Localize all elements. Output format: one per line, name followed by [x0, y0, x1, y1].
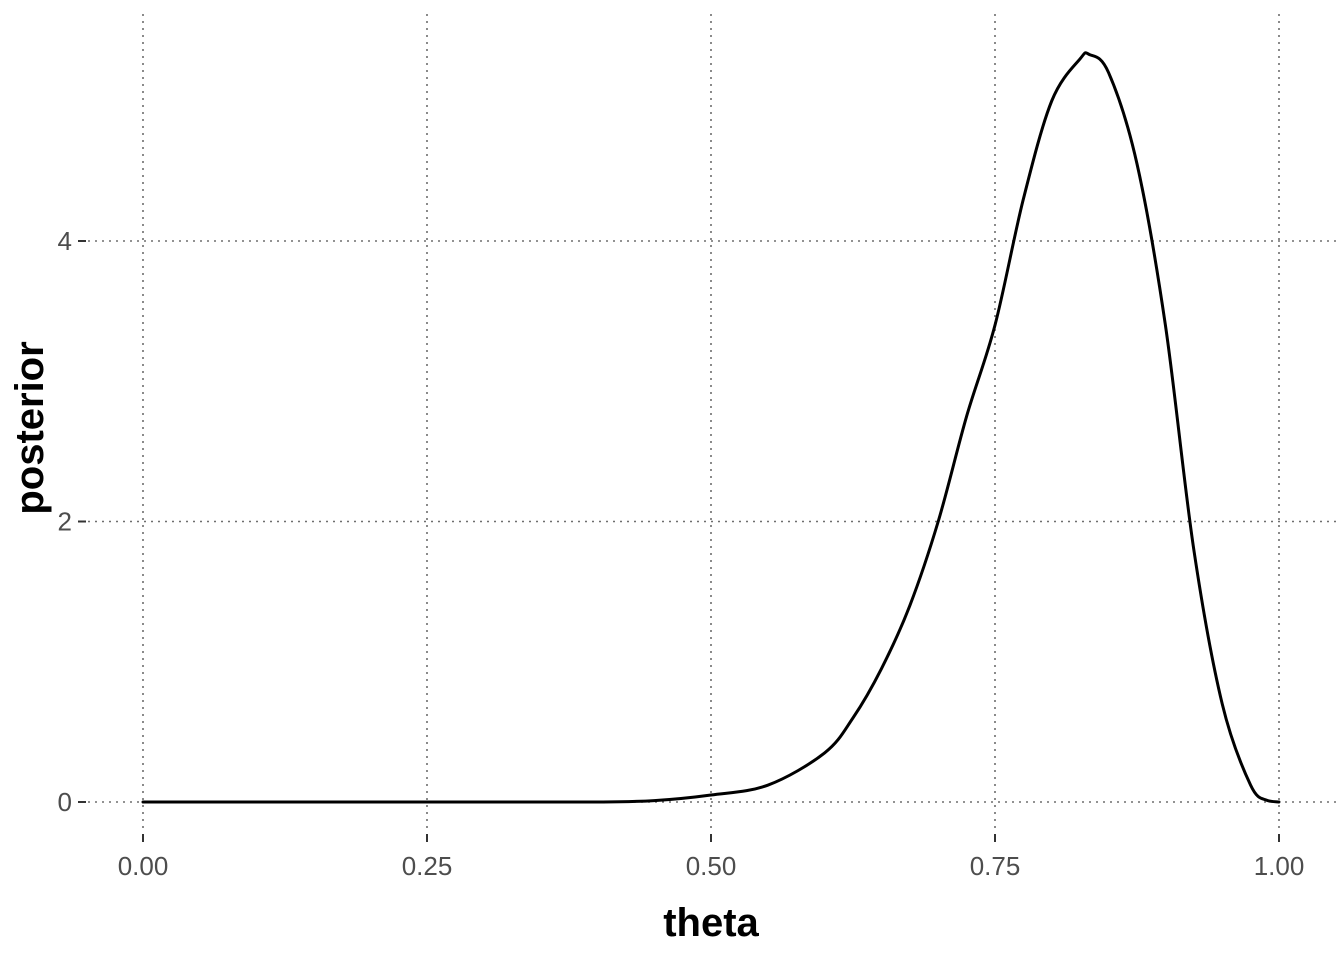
posterior-curve: [141, 51, 1281, 804]
x-tick-label: 0.75: [970, 851, 1021, 881]
tick-labels: 0 2 4 0.00 0.25 0.50 0.75 1.00: [58, 226, 1305, 881]
x-tick-label: 0.25: [402, 851, 453, 881]
y-axis-title: posterior: [8, 341, 52, 514]
x-axis-title: theta: [663, 901, 759, 945]
y-tick-label: 0: [58, 787, 72, 817]
axis-ticks: [78, 240, 1280, 842]
x-tick-label: 0.00: [118, 851, 169, 881]
y-gridlines: [88, 240, 1336, 803]
y-tick-label: 4: [58, 226, 72, 256]
x-tick-label: 0.50: [686, 851, 737, 881]
x-tick-label: 1.00: [1254, 851, 1305, 881]
y-tick-label: 2: [58, 507, 72, 537]
x-gridlines: [142, 14, 1280, 830]
